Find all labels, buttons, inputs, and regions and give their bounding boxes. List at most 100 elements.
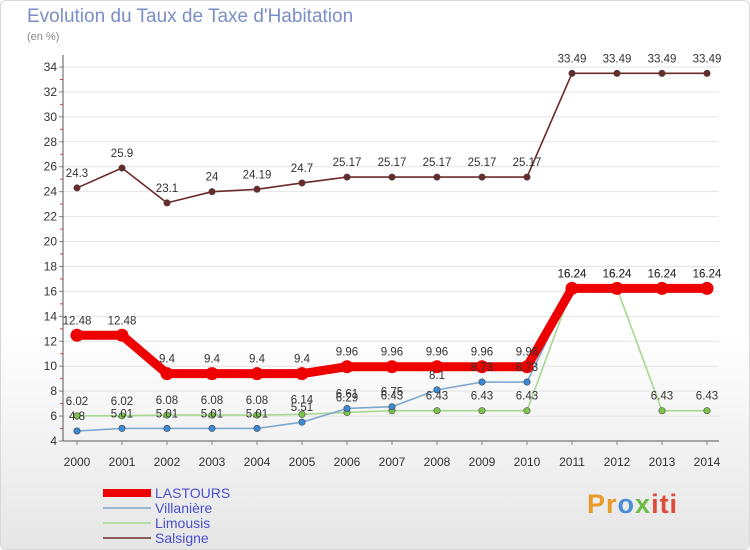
- data-label: 16.24: [648, 268, 677, 280]
- data-point: [253, 411, 261, 419]
- data-label: 6.43: [696, 391, 718, 403]
- data-label: 9.96: [516, 347, 538, 359]
- y-tick-label: 4: [50, 434, 57, 448]
- data-label: 16.24: [558, 268, 587, 280]
- y-tick-label: 28: [44, 135, 58, 149]
- data-point: [433, 173, 441, 181]
- data-label: 16.24: [603, 268, 632, 280]
- x-tick-label: 2000: [64, 455, 91, 469]
- data-label: 9.96: [426, 347, 448, 359]
- data-label: 5.51: [291, 402, 313, 414]
- data-label: 16.24: [693, 268, 722, 280]
- data-point: [475, 360, 489, 374]
- data-label: 16.24: [558, 268, 587, 280]
- data-point: [523, 407, 531, 415]
- x-tick-label: 2005: [289, 455, 316, 469]
- legend-label: Salsigne: [155, 530, 209, 546]
- data-label: 6.29: [336, 392, 358, 404]
- data-label: 6.08: [156, 395, 178, 407]
- data-label: 24: [206, 172, 219, 184]
- y-tick-label: 24: [44, 185, 58, 199]
- data-point: [340, 360, 354, 374]
- y-tick-label: 8: [50, 384, 57, 398]
- data-point: [610, 281, 624, 295]
- data-point: [73, 427, 81, 435]
- y-unit-label: (en %): [27, 31, 60, 43]
- proxiti-logo[interactable]: Proxiti: [587, 489, 678, 520]
- data-label: 33.49: [603, 53, 632, 65]
- y-tick-label: 14: [44, 309, 58, 323]
- legend-label: LASTOURS: [155, 485, 230, 501]
- x-tick-label: 2008: [424, 455, 451, 469]
- data-label: 6.61: [336, 388, 358, 400]
- x-tick-label: 2013: [649, 455, 676, 469]
- x-tick-label: 2007: [379, 455, 406, 469]
- data-point: [70, 328, 84, 342]
- grid-layer: [63, 66, 719, 442]
- data-point: [655, 281, 669, 295]
- y-tick-label: 6: [50, 409, 57, 423]
- y-tick-label: 30: [44, 110, 58, 124]
- x-tick-label: 2002: [154, 455, 181, 469]
- data-label: 16.24: [693, 268, 722, 280]
- x-tick-label: 2006: [334, 455, 361, 469]
- data-label: 6.43: [426, 391, 448, 403]
- data-point: [658, 69, 666, 77]
- data-label: 12.48: [108, 315, 137, 327]
- data-label: 9.4: [159, 354, 176, 366]
- data-label: 16.24: [603, 268, 632, 280]
- x-tick-label: 2012: [604, 455, 631, 469]
- data-point: [163, 411, 171, 419]
- data-point: [163, 199, 171, 207]
- data-label: 9.4: [294, 354, 311, 366]
- y-tick-label: 34: [44, 60, 58, 74]
- data-label: 6.08: [246, 395, 268, 407]
- data-label: 9.4: [204, 354, 221, 366]
- data-label: 5.01: [111, 408, 133, 420]
- data-point: [520, 360, 534, 374]
- data-point: [388, 403, 396, 411]
- data-label: 24.19: [243, 169, 272, 181]
- logo-part-3: x: [635, 489, 652, 519]
- x-tick-label: 2011: [559, 455, 585, 469]
- data-label: 9.96: [381, 347, 403, 359]
- y-tick-label: 32: [44, 85, 58, 99]
- x-tick-label: 2001: [109, 455, 136, 469]
- data-label: 25.17: [333, 157, 362, 169]
- data-label: 6.75: [381, 387, 403, 399]
- y-tick-label: 16: [44, 284, 58, 298]
- data-point: [478, 407, 486, 415]
- data-point: [388, 173, 396, 181]
- data-label: 24.7: [291, 163, 313, 175]
- data-point: [115, 328, 129, 342]
- data-point: [523, 173, 531, 181]
- y-tick-label: 22: [44, 210, 58, 224]
- logo-part-2: o: [617, 489, 636, 519]
- data-label: 8.73: [516, 362, 538, 374]
- data-point: [298, 179, 306, 187]
- data-point: [118, 424, 126, 432]
- data-label: 24.3: [66, 168, 88, 180]
- data-label: 16.24: [648, 268, 677, 280]
- data-point: [430, 360, 444, 374]
- data-point: [703, 69, 711, 77]
- data-label: 25.9: [111, 148, 133, 160]
- legend-label: Villanière: [155, 500, 213, 516]
- data-label: 6.08: [201, 395, 223, 407]
- logo-part-1: Pr: [587, 489, 618, 519]
- data-label: 12.48: [63, 315, 92, 327]
- data-label: 23.1: [156, 183, 178, 195]
- data-label: 25.17: [468, 157, 497, 169]
- data-label-layer: 24.3 25.9 23.1 24 24.19 24.7 25.17 25.17 25.17 25…: [63, 53, 722, 423]
- data-point: [478, 378, 486, 386]
- data-label: 6.43: [651, 391, 673, 403]
- data-label: 9.96: [336, 347, 358, 359]
- axis-layer: 4 6 8 10 12 14 16 18 20 22 24 26 28 30 32 34 2000 2001 200…: [44, 55, 721, 469]
- data-label: 25.17: [423, 157, 452, 169]
- logo-part-4: iti: [651, 489, 679, 519]
- data-point: [433, 386, 441, 394]
- data-point: [568, 69, 576, 77]
- data-label: 6.02: [111, 396, 133, 408]
